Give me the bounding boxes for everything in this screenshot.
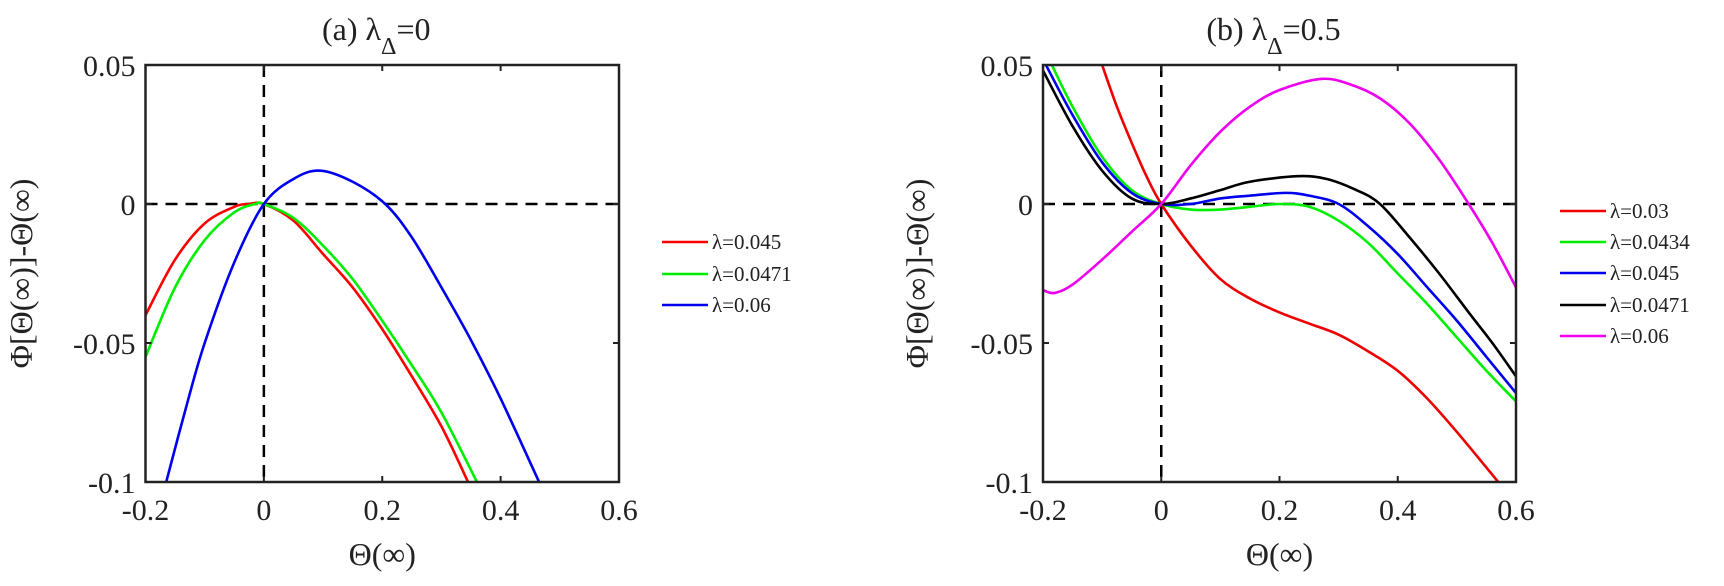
y-tick-label: -0.1 — [88, 467, 136, 500]
title-main: (b) λ — [1206, 11, 1267, 47]
x-tick-label: 0.4 — [482, 494, 520, 527]
y-tick-label: -0.05 — [73, 328, 136, 361]
y-tick-label: 0 — [121, 189, 136, 222]
series-line — [1044, 65, 1516, 394]
series-line — [1050, 65, 1516, 403]
title-subscript: Δ — [381, 34, 396, 60]
series-group — [145, 169, 541, 482]
y-tick-label: 0.05 — [981, 50, 1034, 83]
legend-label: λ=0.0471 — [1610, 293, 1690, 317]
y-tick-label: -0.05 — [971, 328, 1034, 361]
legend-label: λ=0.06 — [1610, 324, 1669, 348]
series-line — [145, 201, 479, 482]
chart-panel-b: λ=0.03 λ=0.0434 λ=0.045 λ=0.0471 λ=0.06 -0.2 0… — [899, 11, 1690, 572]
series-line — [164, 169, 541, 482]
x-tick-label: 0.6 — [600, 494, 638, 527]
y-axis-label: Φ[Θ(∞)]-Θ(∞) — [899, 179, 935, 369]
x-tick-label: -0.2 — [1019, 494, 1067, 527]
chart-title: (a) λΔ=0 — [322, 11, 431, 60]
legend-label: λ=0.045 — [712, 230, 781, 254]
y-axis-label: Φ[Θ(∞)]-Θ(∞) — [3, 179, 39, 369]
chart-panel-a: λ=0.045 λ=0.0471 λ=0.06 -0.2 0 0.2 0.4 0.6 -0.1 -… — [3, 11, 792, 572]
y-tick-label: 0 — [1018, 189, 1033, 222]
axes-box — [144, 63, 621, 484]
x-axis-label: Θ(∞) — [349, 536, 416, 572]
x-tick-label: 0 — [256, 494, 271, 527]
x-tick-label: 0.4 — [1379, 494, 1417, 527]
legend-label: λ=0.0471 — [712, 262, 792, 286]
x-tick-label: 0.2 — [1261, 494, 1299, 527]
legend-label: λ=0.045 — [1610, 261, 1679, 285]
series-line — [145, 201, 470, 482]
y-tick-label: 0.05 — [83, 50, 136, 83]
legend-label: λ=0.06 — [712, 293, 771, 317]
x-tick-label: -0.2 — [122, 494, 170, 527]
title-main: (a) λ — [322, 11, 382, 47]
legend-label: λ=0.03 — [1610, 199, 1669, 223]
x-axis-label: Θ(∞) — [1246, 536, 1313, 572]
series-group — [1043, 65, 1516, 482]
x-tick-label: 0.2 — [364, 494, 402, 527]
title-subscript: Δ — [1267, 34, 1282, 60]
y-tick-label: -0.1 — [986, 467, 1034, 500]
legend-label: λ=0.0434 — [1610, 230, 1690, 254]
x-tick-label: 0 — [1154, 494, 1169, 527]
series-line — [1043, 77, 1516, 295]
series-line — [1100, 65, 1500, 482]
chart-title: (b) λΔ=0.5 — [1206, 11, 1340, 60]
title-tail: =0.5 — [1283, 11, 1341, 47]
title-tail: =0 — [396, 11, 430, 47]
x-tick-label: 0.6 — [1497, 494, 1535, 527]
series-line — [1043, 69, 1516, 378]
